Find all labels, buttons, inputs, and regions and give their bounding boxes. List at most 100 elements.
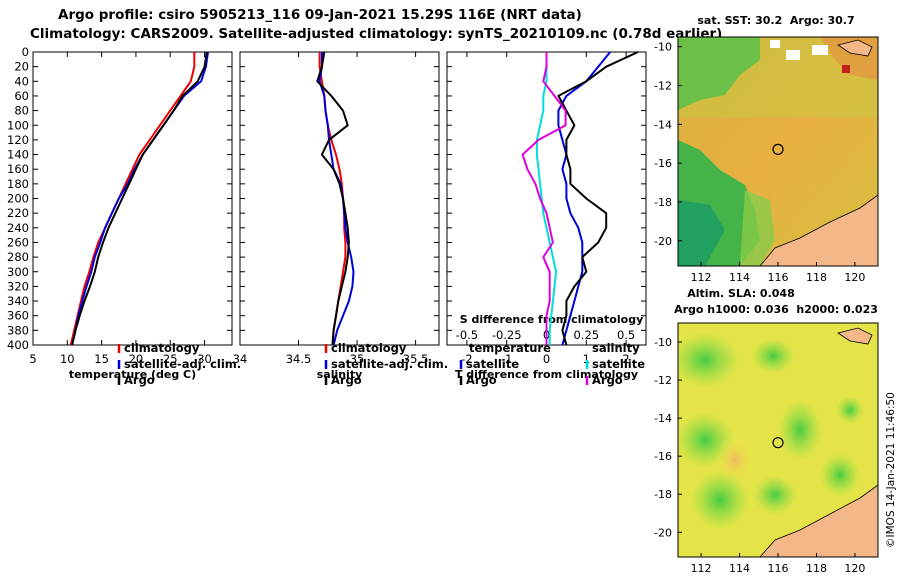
- x-tick-label: 34: [233, 352, 248, 366]
- secondary-tick-label: 0.25: [573, 328, 599, 342]
- y-tick-label: 360: [7, 309, 29, 323]
- x-tick-label: 34.5: [286, 352, 312, 366]
- map-y-tick-label: -16: [654, 450, 672, 463]
- y-tick-label: 340: [7, 294, 29, 308]
- y-tick-label: 140: [7, 148, 29, 162]
- legend-label: Argo: [592, 373, 623, 387]
- map-x-tick-label: 118: [806, 562, 827, 575]
- map-y-tick-label: -14: [654, 118, 672, 131]
- y-tick-label: 20: [14, 60, 29, 74]
- map-y-tick-label: -10: [654, 41, 672, 54]
- plot-frame: [32, 51, 233, 346]
- map-x-tick-label: 116: [768, 271, 789, 284]
- x-tick-label: 1: [583, 352, 590, 366]
- legend-label: satellite-adj. clim.: [124, 357, 241, 371]
- y-tick-label: 300: [7, 265, 29, 279]
- y-tick-label: 240: [7, 221, 29, 235]
- x-tick-label: 2: [622, 352, 629, 366]
- x-axis-label: salinity: [317, 368, 363, 381]
- argo-location-marker: [772, 437, 784, 449]
- sla-map-subtitle: Argo h1000: 0.036 h2000: 0.023: [674, 303, 878, 316]
- profile-title: Argo profile: csiro 5905213_116 09-Jan-2…: [58, 7, 582, 23]
- series-line-temperature-satellite: [557, 51, 611, 346]
- y-tick-label: 320: [7, 279, 29, 293]
- x-tick-label: 15: [94, 352, 109, 366]
- y-tick-label: 100: [7, 118, 29, 132]
- y-tick-label: 380: [7, 323, 29, 337]
- y-tick-label: 260: [7, 235, 29, 249]
- secondary-tick-label: -0.5: [456, 328, 478, 342]
- sst-map-title: sat. SST: 30.2 Argo: 30.7: [697, 14, 854, 27]
- x-tick-label: -2: [461, 352, 472, 366]
- y-tick-label: 220: [7, 206, 29, 220]
- series-line-salinity-argo: [521, 52, 567, 345]
- sla-map-field: [678, 323, 878, 557]
- map-x-tick-label: 114: [729, 271, 750, 284]
- map-x-tick-label: 120: [844, 271, 865, 284]
- y-tick-label: 400: [7, 338, 29, 352]
- y-tick-label: 120: [7, 133, 29, 147]
- plot-frame: [239, 51, 440, 346]
- x-tick-label: 35: [350, 352, 365, 366]
- x-axis-label: T difference from climatology: [455, 368, 638, 381]
- y-tick-label: 200: [7, 192, 29, 206]
- map-x-tick-label: 120: [844, 562, 865, 575]
- y-tick-label: 280: [7, 250, 29, 264]
- map-x-tick-label: 112: [691, 562, 712, 575]
- map-y-tick-label: -12: [654, 374, 672, 387]
- x-tick-label: 25: [163, 352, 178, 366]
- map-y-tick-label: -20: [654, 526, 672, 539]
- sla-map: 112 114 116 118 120 -10 -12 -14 -16 -18 -20: [654, 322, 879, 575]
- series-line-temperature-argo: [557, 51, 639, 346]
- legend-label: climatology: [331, 341, 407, 355]
- secondary-tick-label: 0.5: [617, 328, 635, 342]
- legend-label: satellite-adj. clim.: [331, 357, 448, 371]
- legend-label: Argo: [466, 373, 497, 387]
- map-y-tick-label: -12: [654, 80, 672, 93]
- y-tick-label: 40: [14, 74, 29, 88]
- argo-location-marker: [772, 143, 784, 155]
- map-y-tick-label: -20: [654, 235, 672, 248]
- climatology-title: Climatology: CARS2009. Satellite-adjuste…: [30, 26, 723, 42]
- secondary-tick-label: -0.25: [492, 328, 522, 342]
- y-tick-label: 60: [14, 89, 29, 103]
- x-tick-label: 5: [29, 352, 36, 366]
- map-y-tick-label: -16: [654, 157, 672, 170]
- legend-label: Argo: [331, 373, 362, 387]
- map-x-tick-label: 112: [691, 271, 712, 284]
- figure-header: Argo profile: csiro 5905213_116 09-Jan-2…: [0, 0, 722, 48]
- legend-title: salinity: [592, 341, 640, 355]
- x-tick-label: 30: [197, 352, 212, 366]
- x-axis-label: temperature (deg C): [69, 368, 196, 381]
- map-y-tick-label: -18: [654, 488, 672, 501]
- sla-map-title: Altim. SLA: 0.048: [687, 287, 794, 300]
- salinity-panel: 34.5 35 35.5 salinity climatology satellite-a…: [239, 51, 448, 387]
- y-tick-label: 180: [7, 177, 29, 191]
- series-line-argo: [71, 51, 208, 346]
- series-line-salinity-satellite: [535, 52, 558, 345]
- map-y-tick-label: -10: [654, 336, 672, 349]
- temperature-panel: 0204060801001201401601802002202402602803…: [7, 45, 247, 387]
- map-y-tick-label: -14: [654, 412, 672, 425]
- x-tick-label: 0: [543, 352, 550, 366]
- legend-label: Argo: [124, 373, 155, 387]
- y-tick-label: 80: [14, 104, 29, 118]
- y-tick-label: 160: [7, 162, 29, 176]
- map-x-tick-label: 118: [806, 271, 827, 284]
- legend-label: climatology: [124, 341, 200, 355]
- map-x-tick-label: 114: [729, 562, 750, 575]
- x-tick-label: 35.5: [403, 352, 429, 366]
- x-tick-label: -1: [501, 352, 512, 366]
- sst-map: 112 114 116 118 120 -10 -12 -14 -16 -18 -20: [654, 36, 879, 284]
- map-y-tick-label: -18: [654, 196, 672, 209]
- sst-map-field: [678, 37, 878, 266]
- legend-title: temperature: [469, 341, 551, 355]
- map-x-tick-label: 116: [768, 562, 789, 575]
- plot-frame: [446, 51, 647, 346]
- legend-label: satellite: [592, 357, 645, 371]
- watermark: ©IMOS 14-Jan-2021 11:46:50: [885, 392, 897, 548]
- series-line-argo: [316, 51, 350, 346]
